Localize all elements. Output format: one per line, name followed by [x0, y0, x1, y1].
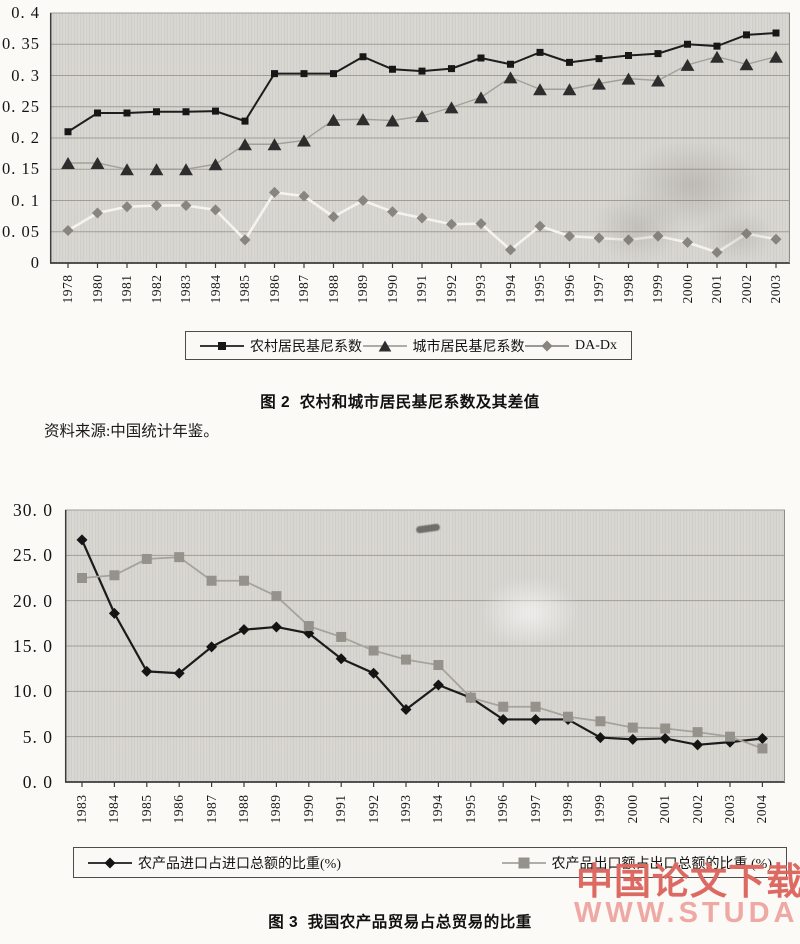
x-tick-label: 1990: [300, 794, 316, 824]
x-tick-label: 1985: [138, 794, 154, 824]
y-tick-label: 5. 0: [22, 726, 53, 747]
x-tick-label: 1991: [333, 794, 349, 824]
x-tick-label: 1984: [207, 274, 223, 304]
y-tick-label: 0. 4: [11, 3, 40, 22]
legend-label: 农产品出口额占出口总额的比重 (%): [551, 856, 773, 872]
x-tick-label: 1999: [592, 794, 608, 824]
x-tick-label: 1991: [414, 274, 429, 304]
diamond-legend-marker-icon: [525, 340, 569, 351]
x-tick-label: 2003: [722, 794, 737, 824]
y-tick-label: 0. 1: [11, 190, 40, 210]
x-tick-label: 2002: [689, 794, 705, 824]
x-tick-label: 1995: [462, 794, 478, 824]
x-tick-label: 1988: [236, 794, 251, 824]
x-tick-label: 1987: [296, 274, 311, 304]
x-tick-label: 1993: [398, 794, 413, 824]
x-tick-label: 1992: [365, 794, 381, 824]
x-tick-label: 1981: [119, 274, 134, 304]
figure2-legend: 农村居民基尼系数 城市居民基尼系数 DA-Dx: [185, 331, 632, 360]
y-tick-label: 15. 0: [13, 636, 53, 656]
x-tick-label: 2000: [624, 794, 640, 824]
y-tick-label: 0. 25: [2, 96, 40, 116]
x-tick-label: 1999: [650, 274, 665, 304]
y-tick-label: 30. 0: [13, 500, 53, 520]
x-tick-label: 2001: [657, 794, 673, 824]
legend-item: DA-Dx: [525, 338, 617, 354]
x-tick-label: 2004: [754, 794, 770, 824]
legend-item: 农产品进口占进口总额的比重(%): [88, 853, 341, 873]
x-tick-label: 2002: [738, 274, 754, 304]
x-tick-label: 1995: [532, 274, 547, 304]
x-tick-label: 1997: [591, 274, 606, 304]
x-tick-label: 1983: [74, 794, 89, 824]
y-tick-label: 0: [30, 253, 40, 272]
legend-item: 城市居民基尼系数: [362, 336, 525, 356]
square-legend-marker-icon: [200, 341, 244, 350]
figure3-x-axis-labels: 1983 1984 1985 1986 1987 1988 1989 1990 1991 1992…: [65, 786, 785, 844]
x-tick-label: 1992: [443, 274, 459, 304]
legend-item: 农产品出口额占出口总额的比重 (%): [501, 853, 773, 873]
x-tick-label: 1996: [495, 794, 511, 824]
figure3-plot-area: [64, 509, 785, 787]
x-tick-label: 1994: [502, 274, 518, 304]
source-note: 资料来源:中国统计年鉴。: [44, 423, 219, 440]
y-tick-label: 10. 0: [13, 681, 53, 702]
legend-label: DA-Dx: [575, 337, 617, 353]
legend-item: 农村居民基尼系数: [200, 336, 362, 356]
x-tick-label: 1989: [355, 274, 370, 304]
x-tick-label: 1982: [148, 274, 164, 304]
figure2-x-axis-labels: 1978 1980 1981 1982 1983 1984 1985 1986 1987 1988…: [50, 266, 790, 324]
x-tick-label: 1983: [178, 274, 193, 304]
x-tick-label: 1998: [560, 794, 575, 824]
x-tick-label: 1988: [325, 274, 341, 304]
legend-label: 农村居民基尼系数: [250, 339, 362, 355]
square-legend-marker-icon: [501, 857, 546, 868]
legend-label: 农产品进口占进口总额的比重(%): [138, 856, 341, 872]
x-tick-label: 1986: [171, 794, 187, 824]
y-tick-label: 0. 3: [11, 65, 40, 85]
x-tick-label: 1998: [620, 274, 636, 304]
diamond-legend-marker-icon: [88, 857, 132, 868]
x-tick-label: 1994: [430, 794, 446, 824]
y-tick-label: 0. 15: [2, 159, 40, 179]
y-tick-label: 0. 05: [2, 221, 40, 241]
x-tick-label: 2000: [679, 274, 695, 304]
figure3-legend: 农产品进口占进口总额的比重(%) 农产品出口额占出口总额的比重 (%): [73, 847, 787, 878]
x-tick-label: 2001: [709, 274, 724, 304]
x-tick-label: 1990: [384, 274, 400, 304]
figure3-y-axis-labels: 30. 0 25. 0 20. 0 15. 0 10. 0 5. 0 0. 0: [0, 501, 57, 791]
figure2-y-axis-labels: 0. 4 0. 35 0. 3 0. 25 0. 2 0. 15 0. 1 0. 05 0: [0, 4, 44, 272]
y-tick-label: 0. 0: [22, 772, 53, 792]
x-tick-label: 1989: [268, 794, 284, 824]
x-tick-label: 1997: [527, 794, 543, 824]
legend-label: 城市居民基尼系数: [412, 339, 525, 355]
x-tick-label: 1980: [89, 274, 105, 304]
x-tick-label: 2003: [768, 274, 783, 304]
x-tick-label: 1996: [561, 274, 577, 304]
x-tick-label: 1987: [203, 794, 219, 824]
figure2-caption: 图 2 农村和城市居民基尼系数及其差值: [260, 394, 540, 411]
triangle-legend-marker-icon: [362, 340, 407, 351]
figure3-caption: 图 3 我国农产品贸易占总贸易的比重: [268, 914, 532, 931]
y-tick-label: 0. 2: [11, 128, 40, 147]
x-tick-label: 1986: [266, 274, 282, 304]
x-tick-label: 1985: [237, 274, 252, 304]
y-tick-label: 0. 35: [2, 34, 40, 54]
figure2-plot-area: [49, 12, 790, 268]
x-tick-label: 1978: [60, 274, 75, 304]
y-tick-label: 25. 0: [13, 545, 53, 566]
y-tick-label: 20. 0: [13, 590, 53, 611]
x-tick-label: 1984: [106, 794, 122, 824]
x-tick-label: 1993: [473, 274, 488, 304]
